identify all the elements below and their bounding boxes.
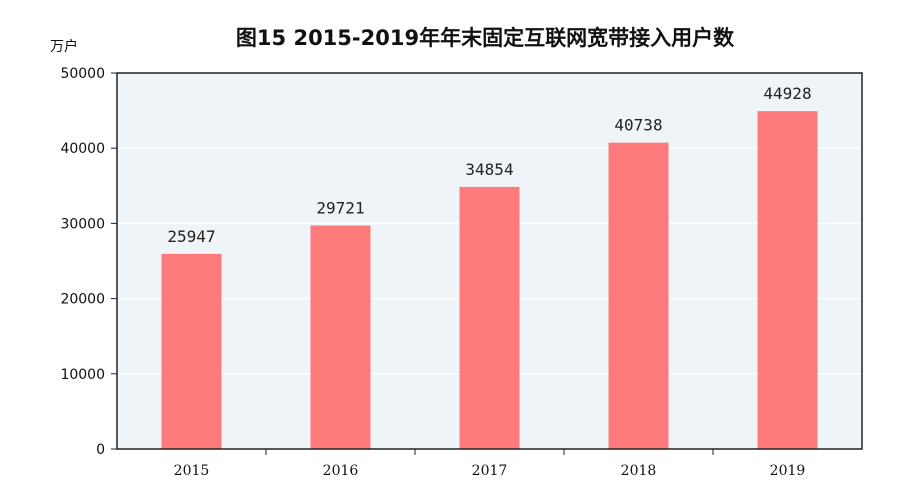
data-label: 44928: [763, 84, 811, 103]
y-tick-label: 50000: [60, 66, 105, 82]
bar-2015: [161, 253, 222, 449]
x-tick-label: 2015: [174, 463, 210, 479]
y-tick-label: 0: [96, 442, 105, 458]
bar-2019: [757, 111, 818, 449]
data-label: 25947: [167, 227, 215, 246]
x-tick-label: 2019: [770, 463, 806, 479]
y-tick-label: 20000: [60, 292, 105, 308]
x-tick-label: 2016: [323, 463, 359, 479]
data-label: 40738: [614, 116, 662, 135]
bar-2016: [310, 225, 371, 449]
y-tick-label: 30000: [60, 216, 105, 232]
y-tick-label: 40000: [60, 141, 105, 157]
y-tick-label: 10000: [60, 367, 105, 383]
x-tick-label: 2018: [621, 463, 657, 479]
bar-2018: [608, 142, 669, 449]
bar-2017: [459, 186, 520, 449]
chart-title: 图15 2015-2019年年末固定互联网宽带接入用户数: [235, 26, 735, 50]
data-label: 34854: [465, 160, 513, 179]
x-tick-label: 2017: [472, 463, 508, 479]
data-label: 29721: [316, 198, 364, 217]
y-axis-unit-label: 万户: [50, 39, 78, 55]
plot-border: [116, 72, 863, 450]
